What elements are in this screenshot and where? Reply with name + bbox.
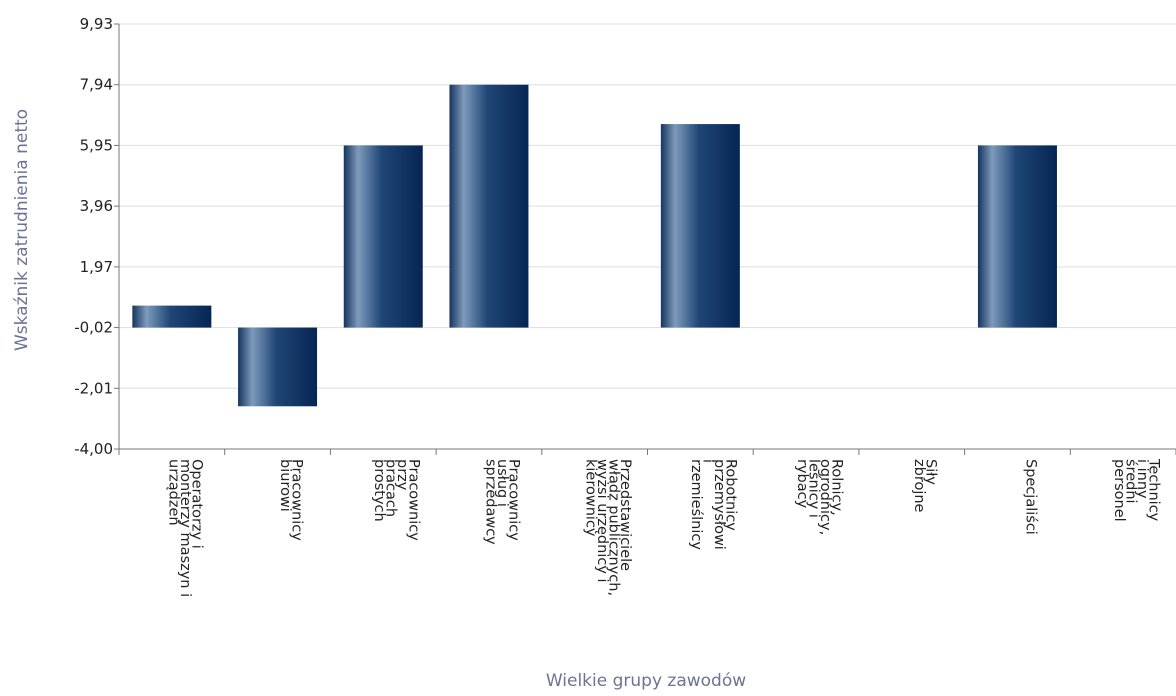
x-category-label-line: zbrojne (911, 459, 927, 513)
bar[interactable] (449, 84, 529, 328)
x-category-label-line: przemysłowi (711, 459, 727, 550)
x-category-label-line: przy (394, 459, 410, 491)
x-category-label-line: wyżsi urzędnicy i (594, 459, 610, 583)
x-category-label-line: urządzeń (165, 459, 181, 526)
bar[interactable] (238, 327, 318, 407)
y-tick-label: -4,00 (74, 440, 113, 458)
x-category-label-line: Operatorzy i (188, 459, 204, 549)
x-category-label-line: Siły (923, 459, 939, 485)
x-category-label-line: Przedstawiciele (617, 459, 633, 571)
x-category-label-line: monterzy maszyn i (177, 459, 193, 597)
x-category-label-line: Rolnicy, (828, 459, 844, 516)
y-tick-labels: 9,93 7,94 5,95 3,96 1,97 -0,02 -2,01 -4,00 (74, 15, 113, 458)
x-category-label-line: i inny (1134, 459, 1150, 499)
bar[interactable] (343, 145, 423, 328)
x-category-label-line: Robotnicy (723, 459, 739, 531)
x-axis-title: Wielkie grupy zawodów (546, 671, 746, 691)
y-tick-label: 9,93 (80, 15, 113, 33)
x-category-label: Specjaliści (1022, 459, 1038, 535)
x-category-label-line: biurowi (277, 459, 293, 512)
x-category-label-line: pracach (383, 459, 399, 517)
y-tick-label: 1,97 (80, 258, 113, 276)
y-axis-title: Wskaźnik zatrudnienia netto (12, 109, 32, 351)
x-category-label-line: Pracownicy (505, 459, 521, 541)
y-tick-label: 3,96 (80, 197, 113, 215)
x-category-label-line: rybacy (794, 459, 810, 509)
x-category-label-line: władz publicznych, (605, 459, 621, 596)
y-tick-label: -2,01 (74, 379, 113, 397)
x-category-label-line: Pracownicy (406, 459, 422, 541)
x-category-label-line: sprzedawcy (482, 459, 498, 545)
bar[interactable] (977, 145, 1057, 328)
bar[interactable] (132, 305, 212, 328)
x-category-label-line: leśnicy i (805, 459, 821, 518)
x-category-label-line: personel (1111, 459, 1127, 522)
x-category-label-line: Specjaliści (1022, 459, 1038, 535)
bars (132, 84, 1057, 407)
x-category-label-line: ogrodnicy, (817, 459, 833, 535)
y-tick-label: 5,95 (80, 136, 113, 154)
x-category-label-line: i (700, 459, 716, 463)
x-category-label-line: Pracownicy (288, 459, 304, 541)
y-tick-label: -0,02 (74, 319, 113, 337)
x-category-label-line: rzemieślnicy (688, 459, 704, 550)
x-category-label-line: średni (1122, 459, 1138, 504)
axes (114, 23, 1176, 455)
x-category-label-line: usług i (494, 459, 510, 507)
y-tick-label: 7,94 (80, 76, 113, 94)
x-category-label-line: Technicy (1145, 458, 1161, 522)
bar[interactable] (660, 124, 740, 328)
x-category-label-line: kierownicy (582, 459, 598, 537)
x-category-label-line: prostych (371, 459, 387, 522)
